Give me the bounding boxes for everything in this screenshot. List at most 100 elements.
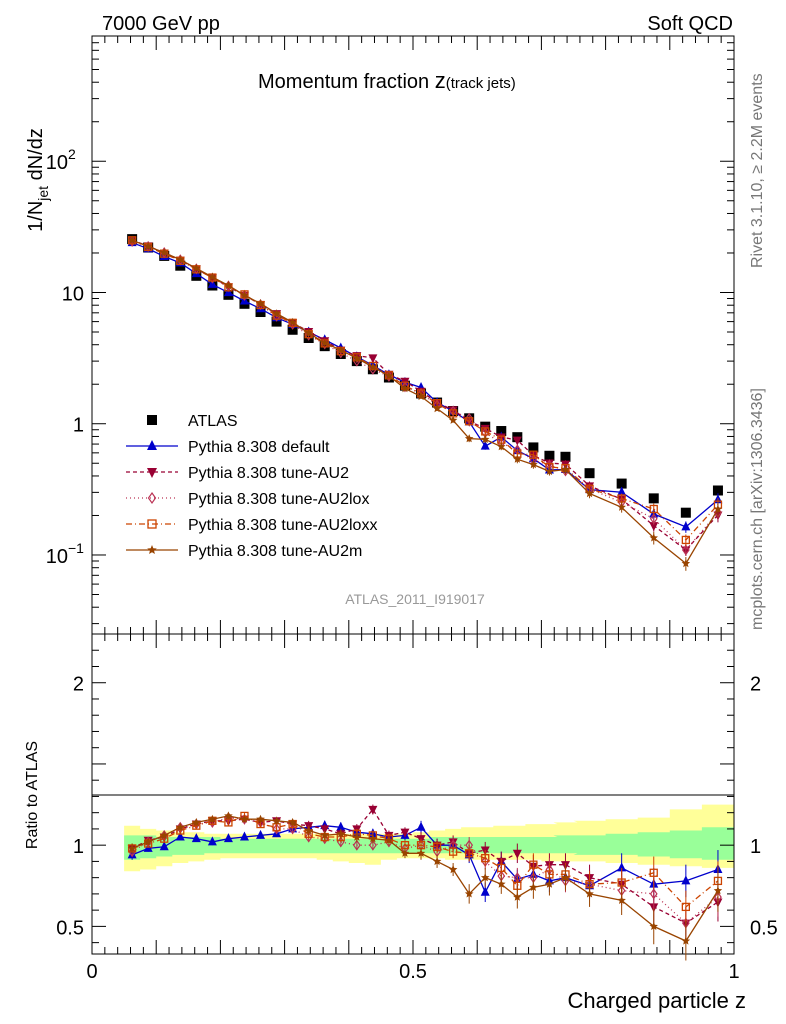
y-tick-label-exponent: 2: [68, 146, 76, 162]
y-tick-label: 1: [73, 415, 84, 437]
ratio-point: [416, 821, 426, 831]
legend-item-atlas: ATLAS: [147, 413, 238, 430]
legend-item-pythia-8-308-default: Pythia 8.308 default: [126, 439, 330, 456]
ratio-point: [384, 835, 394, 844]
stat-uncertainty-band: [124, 827, 735, 860]
ratio-point: [256, 814, 265, 823]
ratio-point: [368, 805, 378, 815]
data-point: [416, 391, 426, 401]
series-pythia-8-308-tune-au2m: [127, 235, 723, 571]
ratio-point: [585, 889, 594, 898]
data-point: [240, 290, 249, 299]
data-point: [400, 384, 410, 393]
ratio-y-tick-label: 1: [73, 836, 84, 858]
ratio-point: [127, 843, 137, 853]
ratio-point: [191, 833, 201, 843]
ratio-point: [208, 814, 217, 823]
data-point: [713, 504, 723, 513]
rivet-side-label: Rivet 3.1.10, ≥ 2.2M events: [749, 73, 766, 268]
ratio-point: [368, 834, 378, 843]
ratio-point: [497, 863, 506, 873]
ratio-point: [400, 828, 410, 838]
ratio-point: [432, 856, 442, 866]
data-point: [681, 559, 691, 568]
ratio-point: [336, 821, 346, 831]
data-point: [480, 440, 490, 450]
data-point: [127, 235, 137, 244]
ratio-point: [545, 879, 554, 888]
ratio-panel: 0.5 0.51 12 20 0.5 1: [56, 633, 778, 983]
ratio-point: [304, 826, 313, 835]
data-point: [544, 450, 555, 461]
legend-marker: [147, 545, 157, 554]
data-point: [545, 466, 554, 476]
data-point: [368, 362, 378, 371]
data-point: [617, 486, 627, 496]
ratio-point: [448, 865, 458, 874]
ratio-point: [713, 886, 723, 895]
legend-marker: [147, 491, 157, 505]
ratio-point: [256, 829, 266, 839]
data-point: [384, 371, 394, 380]
data-point: [712, 485, 723, 496]
ratio-point: [529, 882, 538, 891]
x-tick-label: 0: [86, 961, 97, 983]
data-point: [680, 507, 691, 518]
header-left: 7000 GeV pp: [102, 13, 220, 35]
legend-label: Pythia 8.308 tune-AU2loxx: [188, 517, 377, 534]
ratio-point: [240, 814, 249, 823]
ratio-point: [192, 817, 201, 827]
analysis-id: ATLAS_2011_I919017: [345, 591, 485, 607]
legend-marker: [147, 519, 157, 529]
ratio-point: [448, 847, 458, 856]
header-right: Soft QCD: [647, 13, 733, 35]
legend-label: Pythia 8.308 tune-AU2lox: [188, 491, 369, 508]
data-point: [649, 504, 658, 514]
ratio-point: [681, 936, 691, 945]
ratio-series-pythia-8-308-tune-au2m: [127, 811, 723, 961]
y-axis-title: 1/Njet dN/dz: [25, 128, 51, 232]
data-point: [648, 493, 659, 504]
ratio-point: [223, 833, 233, 843]
legend-item-pythia-8-308-tune-au2m: Pythia 8.308 tune-AU2m: [126, 543, 362, 560]
ratio-point: [176, 822, 185, 831]
ratio-point: [480, 873, 490, 882]
data-point: [617, 494, 626, 503]
ratio-y-tick-label-right: 2: [750, 674, 761, 696]
ratio-point: [159, 841, 169, 851]
ratio-point: [352, 839, 361, 851]
ratio-y-tick-label-right: 1: [750, 836, 761, 858]
data-point: [256, 299, 265, 308]
data-point: [143, 241, 153, 251]
data-point: [192, 263, 201, 272]
data-point: [529, 450, 538, 459]
series-line: [131, 242, 719, 528]
ratio-point: [617, 895, 626, 904]
ratio-point: [617, 862, 627, 872]
y-tick-label: 10: [62, 283, 84, 305]
data-point: [512, 436, 522, 446]
ratio-y-axis-title: Ratio to ATLAS: [24, 741, 41, 849]
ratio-point: [239, 831, 249, 841]
ratio-point: [416, 848, 426, 857]
data-point: [584, 468, 595, 479]
ratio-point: [465, 849, 474, 858]
data-point: [352, 353, 362, 362]
legend: ATLAS Pythia 8.308 default Pythia 8.308 tu…: [126, 413, 377, 560]
legend-marker: [147, 440, 157, 450]
data-point: [513, 454, 522, 463]
ratio-point: [432, 842, 442, 851]
ratio-y-tick-label: 2: [73, 674, 84, 696]
data-point: [616, 478, 627, 489]
ratio-point: [512, 849, 522, 859]
ratio-point: [288, 817, 297, 827]
data-point: [336, 345, 346, 354]
ratio-point: [272, 823, 281, 835]
legend-marker: [147, 415, 157, 425]
ratio-point: [681, 902, 690, 912]
y-tick-label: 10: [46, 152, 68, 174]
data-point: [528, 442, 539, 453]
ratio-point: [649, 888, 658, 900]
ratio-point: [400, 848, 410, 857]
data-point: [480, 434, 490, 443]
